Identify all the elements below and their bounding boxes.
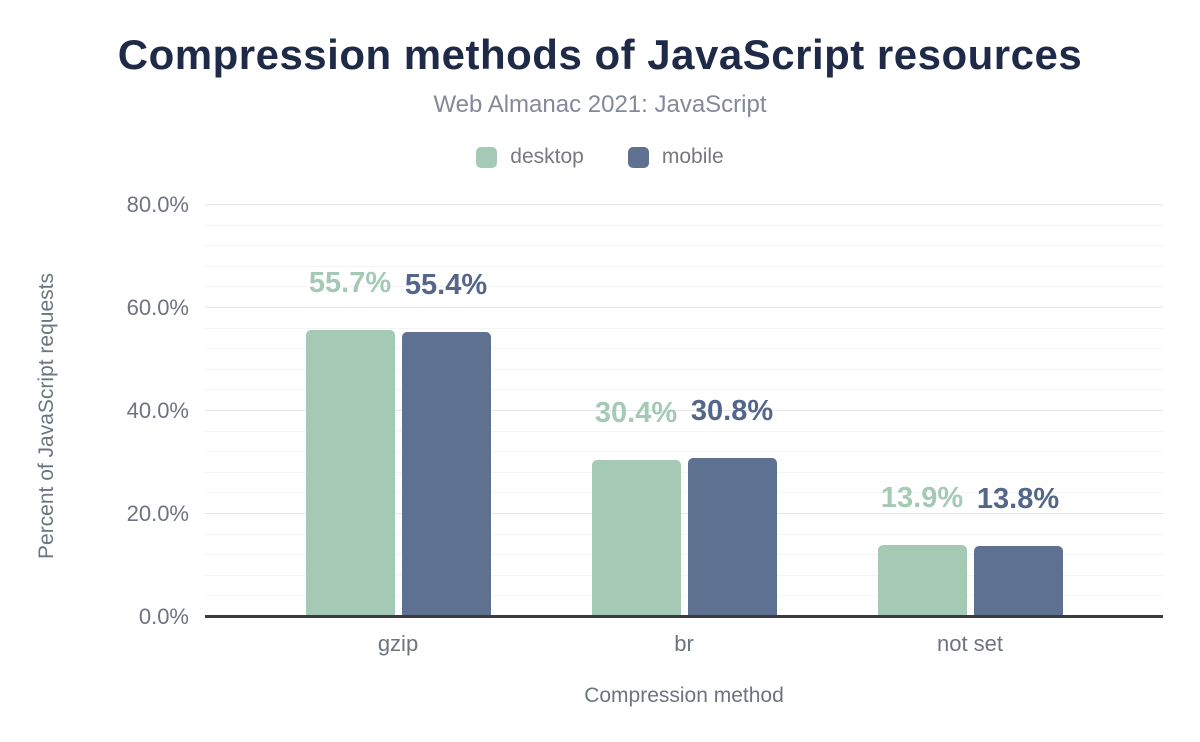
minor-gridline <box>205 554 1163 556</box>
x-tick-label: br <box>674 631 694 656</box>
major-gridline <box>205 410 1163 411</box>
bar-value-label-mobile: 30.8% <box>690 395 774 428</box>
minor-gridline <box>205 286 1163 288</box>
chart-legend: desktop mobile <box>0 145 1200 169</box>
minor-gridline <box>205 348 1163 350</box>
y-axis-title: Percent of JavaScript requests <box>35 273 58 559</box>
bar-br-desktop[interactable] <box>591 460 681 617</box>
bar-value-label-mobile: 13.8% <box>976 483 1060 516</box>
legend-swatch-mobile <box>627 146 649 168</box>
minor-gridline <box>205 471 1163 473</box>
major-gridline <box>205 513 1163 514</box>
y-tick-label: 40.0% <box>126 398 189 423</box>
bar-gzip-mobile[interactable] <box>401 332 491 617</box>
bar-br-mobile[interactable] <box>687 458 777 617</box>
minor-gridline <box>205 533 1163 535</box>
plot-area: 0.0% 20.0% 40.0% 60.0% 80.0% 55.7% 55.4% gzip 3… <box>127 193 1163 656</box>
minor-gridline <box>205 245 1163 247</box>
minor-gridline <box>205 389 1163 391</box>
minor-gridline <box>205 265 1163 267</box>
bar-not-set-mobile[interactable] <box>973 546 1063 617</box>
major-gridline <box>205 307 1163 308</box>
legend-item-desktop: desktop <box>476 145 584 169</box>
bar-not-set-desktop[interactable] <box>877 545 967 617</box>
minor-gridline <box>205 451 1163 453</box>
minor-gridline <box>205 224 1163 226</box>
minor-gridline <box>205 574 1163 576</box>
minor-gridline <box>205 430 1163 432</box>
minor-gridline <box>205 368 1163 370</box>
x-axis-line <box>205 615 1163 618</box>
legend-item-mobile: mobile <box>627 145 724 169</box>
x-axis-title: Compression method <box>584 684 784 707</box>
bar-value-label-desktop: 30.4% <box>594 397 678 430</box>
legend-swatch-desktop <box>476 146 498 168</box>
bar-value-label-mobile: 55.4% <box>404 269 488 302</box>
y-tick-label: 80.0% <box>126 192 189 217</box>
minor-gridline <box>205 327 1163 329</box>
bar-value-label-desktop: 55.7% <box>308 267 392 300</box>
y-tick-label: 20.0% <box>126 501 189 526</box>
major-gridline <box>205 204 1163 205</box>
legend-label: mobile <box>661 145 724 168</box>
bar-value-label-desktop: 13.9% <box>880 482 964 515</box>
x-tick-label: not set <box>936 631 1004 656</box>
y-tick-label: 0.0% <box>138 604 189 629</box>
minor-gridline <box>205 595 1163 597</box>
x-tick-label: gzip <box>377 631 419 656</box>
chart-subtitle: Web Almanac 2021: JavaScript <box>433 91 767 118</box>
minor-gridline <box>205 492 1163 494</box>
y-tick-label: 60.0% <box>126 295 189 320</box>
legend-label: desktop <box>510 145 584 168</box>
bar-gzip-desktop[interactable] <box>305 330 395 617</box>
chart-title: Compression methods of JavaScript resour… <box>117 31 1083 78</box>
